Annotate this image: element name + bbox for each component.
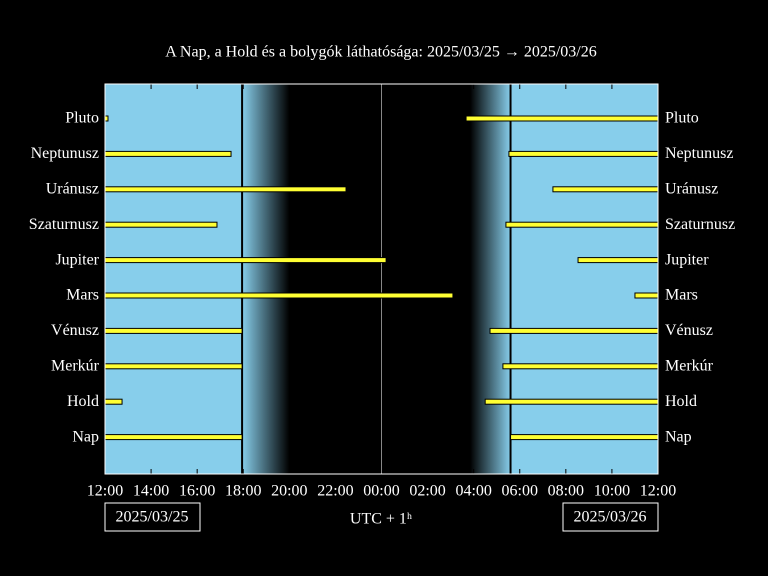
row-label: Neptunusz	[665, 145, 733, 162]
x-tick-label: 04:00	[455, 483, 491, 500]
visibility-bar	[510, 434, 659, 441]
row-label: Nap	[665, 428, 692, 445]
chart-title: A Nap, a Hold és a bolygók láthatósága: …	[165, 44, 597, 61]
row-label: Vénusz	[665, 322, 713, 339]
row-label: Mars	[665, 287, 698, 304]
x-tick-label: 00:00	[363, 483, 399, 500]
row-label: Pluto	[65, 110, 99, 127]
visibility-bar	[104, 150, 232, 157]
x-tick-label: 02:00	[409, 483, 445, 500]
x-tick-label: 12:00	[87, 483, 123, 500]
start-date: 2025/03/25	[116, 509, 189, 526]
visibility-bar	[505, 221, 659, 228]
row-label: Vénusz	[51, 322, 99, 339]
visibility-bar	[502, 363, 659, 370]
row-label: Merkúr	[665, 357, 714, 374]
x-tick-label: 18:00	[225, 483, 261, 500]
visibility-bar	[104, 363, 243, 370]
visibility-bar	[489, 327, 659, 334]
row-label: Szaturnusz	[665, 216, 735, 233]
visibility-bar	[104, 398, 123, 405]
row-label: Nap	[72, 428, 99, 445]
date-box	[104, 502, 201, 532]
row-label: Jupiter	[665, 251, 709, 268]
x-axis-label: UTC + 1ʰ	[350, 511, 412, 528]
plot-frame	[104, 83, 659, 475]
row-label: Neptunusz	[31, 145, 99, 162]
daylight	[105, 84, 243, 474]
row-label: Hold	[665, 393, 697, 410]
row-label: Pluto	[665, 110, 699, 127]
x-tick-label: 14:00	[133, 483, 169, 500]
dawn	[470, 84, 511, 474]
visibility-bar	[465, 115, 659, 122]
x-tick-label: 20:00	[271, 483, 307, 500]
night	[289, 84, 471, 474]
x-tick-label: 22:00	[317, 483, 353, 500]
visibility-bar	[508, 150, 659, 157]
visibility-bar	[104, 186, 347, 193]
date-box	[562, 502, 659, 532]
visibility-bar	[484, 398, 659, 405]
x-tick-label: 08:00	[548, 483, 584, 500]
row-label: Merkúr	[51, 357, 100, 374]
x-tick-label: 16:00	[179, 483, 215, 500]
row-label: Szaturnusz	[29, 216, 99, 233]
row-label: Mars	[66, 287, 99, 304]
visibility-bar	[577, 257, 659, 264]
row-label: Uránusz	[665, 180, 718, 197]
row-label: Jupiter	[55, 251, 99, 268]
x-tick-label: 10:00	[594, 483, 630, 500]
visibility-bar	[104, 434, 243, 441]
visibility-bar	[104, 221, 218, 228]
daylight	[510, 84, 658, 474]
end-date: 2025/03/26	[574, 509, 647, 526]
dusk	[242, 84, 290, 474]
visibility-bar	[104, 327, 243, 334]
plot-area	[104, 83, 659, 475]
visibility-bar	[552, 186, 659, 193]
visibility-bar	[104, 292, 454, 299]
x-tick-label: 12:00	[640, 483, 676, 500]
visibility-bar	[634, 292, 659, 299]
row-label: Hold	[67, 393, 99, 410]
row-label: Uránusz	[46, 180, 99, 197]
x-tick-label: 06:00	[502, 483, 538, 500]
visibility-bar	[104, 257, 387, 264]
